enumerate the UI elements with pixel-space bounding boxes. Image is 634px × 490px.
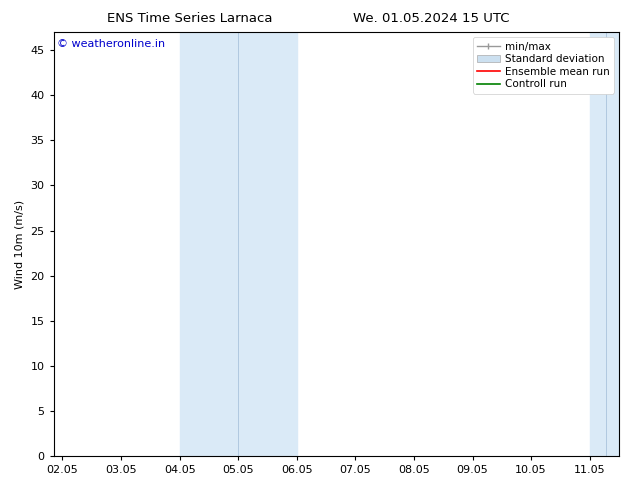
Text: We. 01.05.2024 15 UTC: We. 01.05.2024 15 UTC bbox=[353, 12, 509, 25]
Legend: min/max, Standard deviation, Ensemble mean run, Controll run: min/max, Standard deviation, Ensemble me… bbox=[472, 37, 614, 94]
Bar bbox=[590, 32, 606, 456]
Bar bbox=[179, 32, 297, 456]
Text: © weatheronline.in: © weatheronline.in bbox=[56, 39, 165, 49]
Text: ENS Time Series Larnaca: ENS Time Series Larnaca bbox=[107, 12, 273, 25]
Y-axis label: Wind 10m (m/s): Wind 10m (m/s) bbox=[15, 199, 25, 289]
Bar bbox=[606, 32, 619, 456]
